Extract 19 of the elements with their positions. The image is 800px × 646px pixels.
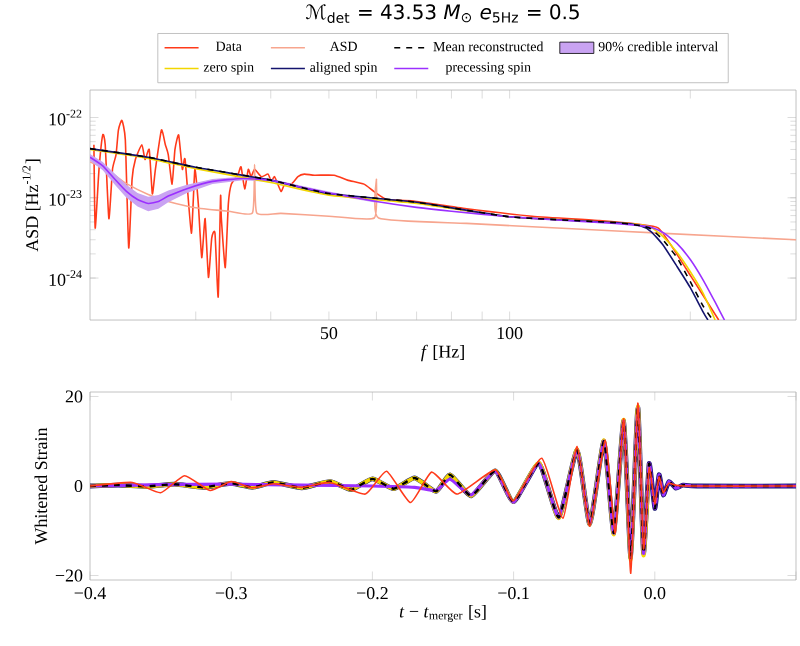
x-tick-label: 0.0 [644,587,666,600]
x-tick-label: −0.2 [357,587,388,600]
y-tick-label: 20 [65,390,83,403]
y-axis-title: ASD [Hz$^{-1/2}$] [22,159,41,252]
x-tick-label: 50 [320,327,338,340]
y-tick-label: 10$^{-23}$ [49,189,82,206]
x-tick-label: −0.4 [74,587,106,600]
x-tick-label: −0.1 [498,587,529,600]
y-tick-label: 0 [74,479,83,493]
y-axis-title: Whitened Strain [34,427,48,545]
x-tick-label: 100 [497,327,523,340]
chart-title: ℳ$_{det}$ = 43.53 M$_{⊙}$ e$_{5Hz}$ = 0.5 [306,4,579,24]
y-tick-label: 10$^{-24}$ [49,270,82,286]
x-tick-label: −0.3 [215,587,247,600]
y-tick-label: 10$^{-22}$ [49,109,82,126]
x-axis-title: f [Hz] [421,344,464,362]
x-axis-title: t − t$_{merger}$ [s] [399,604,486,622]
line-series [90,404,652,562]
y-tick-label: −20 [55,569,83,582]
